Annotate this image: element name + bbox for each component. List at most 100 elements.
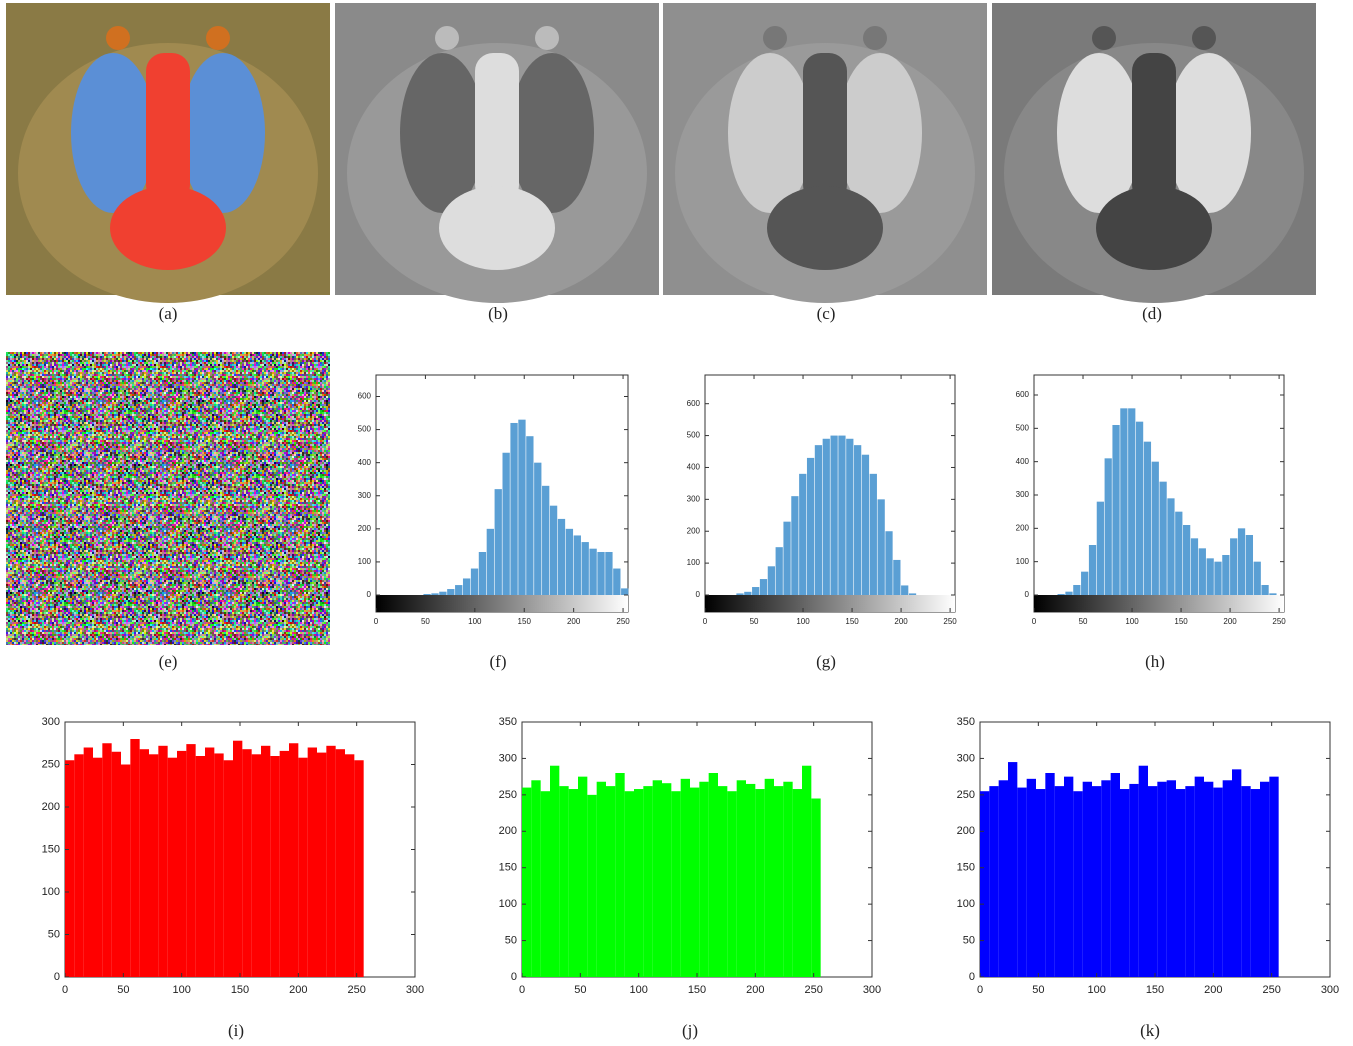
y-tick-label: 50: [48, 928, 60, 940]
bar: [1057, 594, 1065, 595]
bar: [671, 791, 681, 977]
plot-frame: [704, 374, 956, 613]
cheek: [728, 53, 812, 213]
bar: [606, 786, 616, 977]
bar: [83, 747, 93, 977]
y-tick-label: 0: [511, 971, 517, 983]
bar: [526, 436, 534, 595]
bar: [502, 452, 510, 595]
bar: [1260, 781, 1270, 977]
bar: [1128, 408, 1136, 595]
y-tick-label: 100: [957, 898, 975, 910]
bar: [799, 473, 807, 595]
eye: [863, 26, 887, 50]
bar: [522, 787, 532, 977]
bar: [149, 754, 159, 977]
panel-label: (g): [816, 652, 836, 671]
bar: [111, 751, 121, 977]
bar: [486, 528, 494, 595]
bar: [251, 754, 261, 977]
y-tick-label: 0: [696, 590, 701, 599]
bar: [557, 518, 566, 595]
x-tick-label: 100: [796, 617, 810, 626]
eye: [1192, 26, 1216, 50]
y-tick-label: 500: [1016, 423, 1030, 432]
y-tick-label: 350: [499, 716, 517, 728]
y-tick-label: 300: [42, 716, 60, 728]
y-tick-label: 100: [358, 557, 372, 566]
bar: [1092, 786, 1102, 977]
panel-label: (h): [1145, 652, 1165, 671]
bar: [708, 773, 718, 977]
x-tick-label: 50: [1079, 617, 1088, 626]
bar: [326, 745, 336, 977]
y-tick-label: 0: [969, 971, 975, 983]
bar: [195, 756, 205, 977]
bar: [233, 740, 243, 977]
bar: [1026, 778, 1036, 977]
y-tick-label: 500: [687, 431, 701, 440]
bar: [1250, 789, 1260, 977]
bar: [335, 749, 345, 977]
x-tick-label: 0: [1032, 617, 1037, 626]
x-tick-label: 250: [1262, 984, 1280, 996]
y-tick-label: 200: [499, 825, 517, 837]
bar: [510, 422, 518, 595]
bar: [736, 593, 744, 595]
y-tick-label: 200: [358, 524, 372, 533]
bar: [854, 445, 862, 595]
x-tick-label: 50: [574, 984, 586, 996]
x-tick-label: 100: [1087, 984, 1105, 996]
x-tick-label: 150: [231, 984, 249, 996]
bar: [167, 757, 177, 977]
bar: [494, 489, 502, 595]
y-tick-label: 100: [1016, 557, 1030, 566]
bar: [1237, 528, 1246, 595]
y-tick-label: 150: [499, 862, 517, 874]
x-tick-label: 50: [1032, 984, 1044, 996]
nose-bridge: [475, 53, 519, 203]
x-tick-label: 50: [750, 617, 759, 626]
bar: [74, 754, 84, 977]
bar: [783, 781, 793, 977]
nose-bridge: [146, 53, 190, 203]
bar: [1008, 762, 1018, 977]
bar: [587, 794, 597, 977]
bar: [1222, 780, 1232, 977]
x-tick-label: 250: [347, 984, 365, 996]
x-tick-label: 150: [845, 617, 859, 626]
y-tick-label: 300: [957, 752, 975, 764]
bar: [431, 593, 439, 595]
bar: [1112, 425, 1120, 595]
y-tick-label: 250: [499, 789, 517, 801]
x-tick-label: 200: [1223, 617, 1237, 626]
panel-label: (e): [159, 652, 178, 671]
bar: [1245, 535, 1254, 595]
bar: [1166, 780, 1176, 977]
bar: [578, 776, 588, 977]
bar: [1045, 773, 1055, 977]
bar: [531, 780, 541, 977]
cheek: [400, 53, 484, 213]
bar: [1110, 773, 1120, 977]
y-tick-label: 200: [957, 825, 975, 837]
y-tick-label: 200: [687, 526, 701, 535]
x-tick-label: 100: [468, 617, 482, 626]
bar: [1088, 545, 1097, 595]
bar: [568, 789, 578, 977]
y-tick-label: 200: [1016, 523, 1030, 532]
bar: [1104, 458, 1112, 595]
bar: [1183, 525, 1191, 595]
bar: [1269, 776, 1279, 977]
bar: [354, 760, 364, 977]
bar: [1204, 781, 1214, 977]
encrypted-image: [6, 352, 330, 645]
bar: [806, 457, 815, 595]
x-tick-label: 50: [117, 984, 129, 996]
cheek: [510, 53, 594, 213]
y-tick-label: 0: [1025, 590, 1030, 599]
bar: [298, 757, 308, 977]
bar: [1157, 781, 1167, 977]
bar: [214, 753, 224, 977]
